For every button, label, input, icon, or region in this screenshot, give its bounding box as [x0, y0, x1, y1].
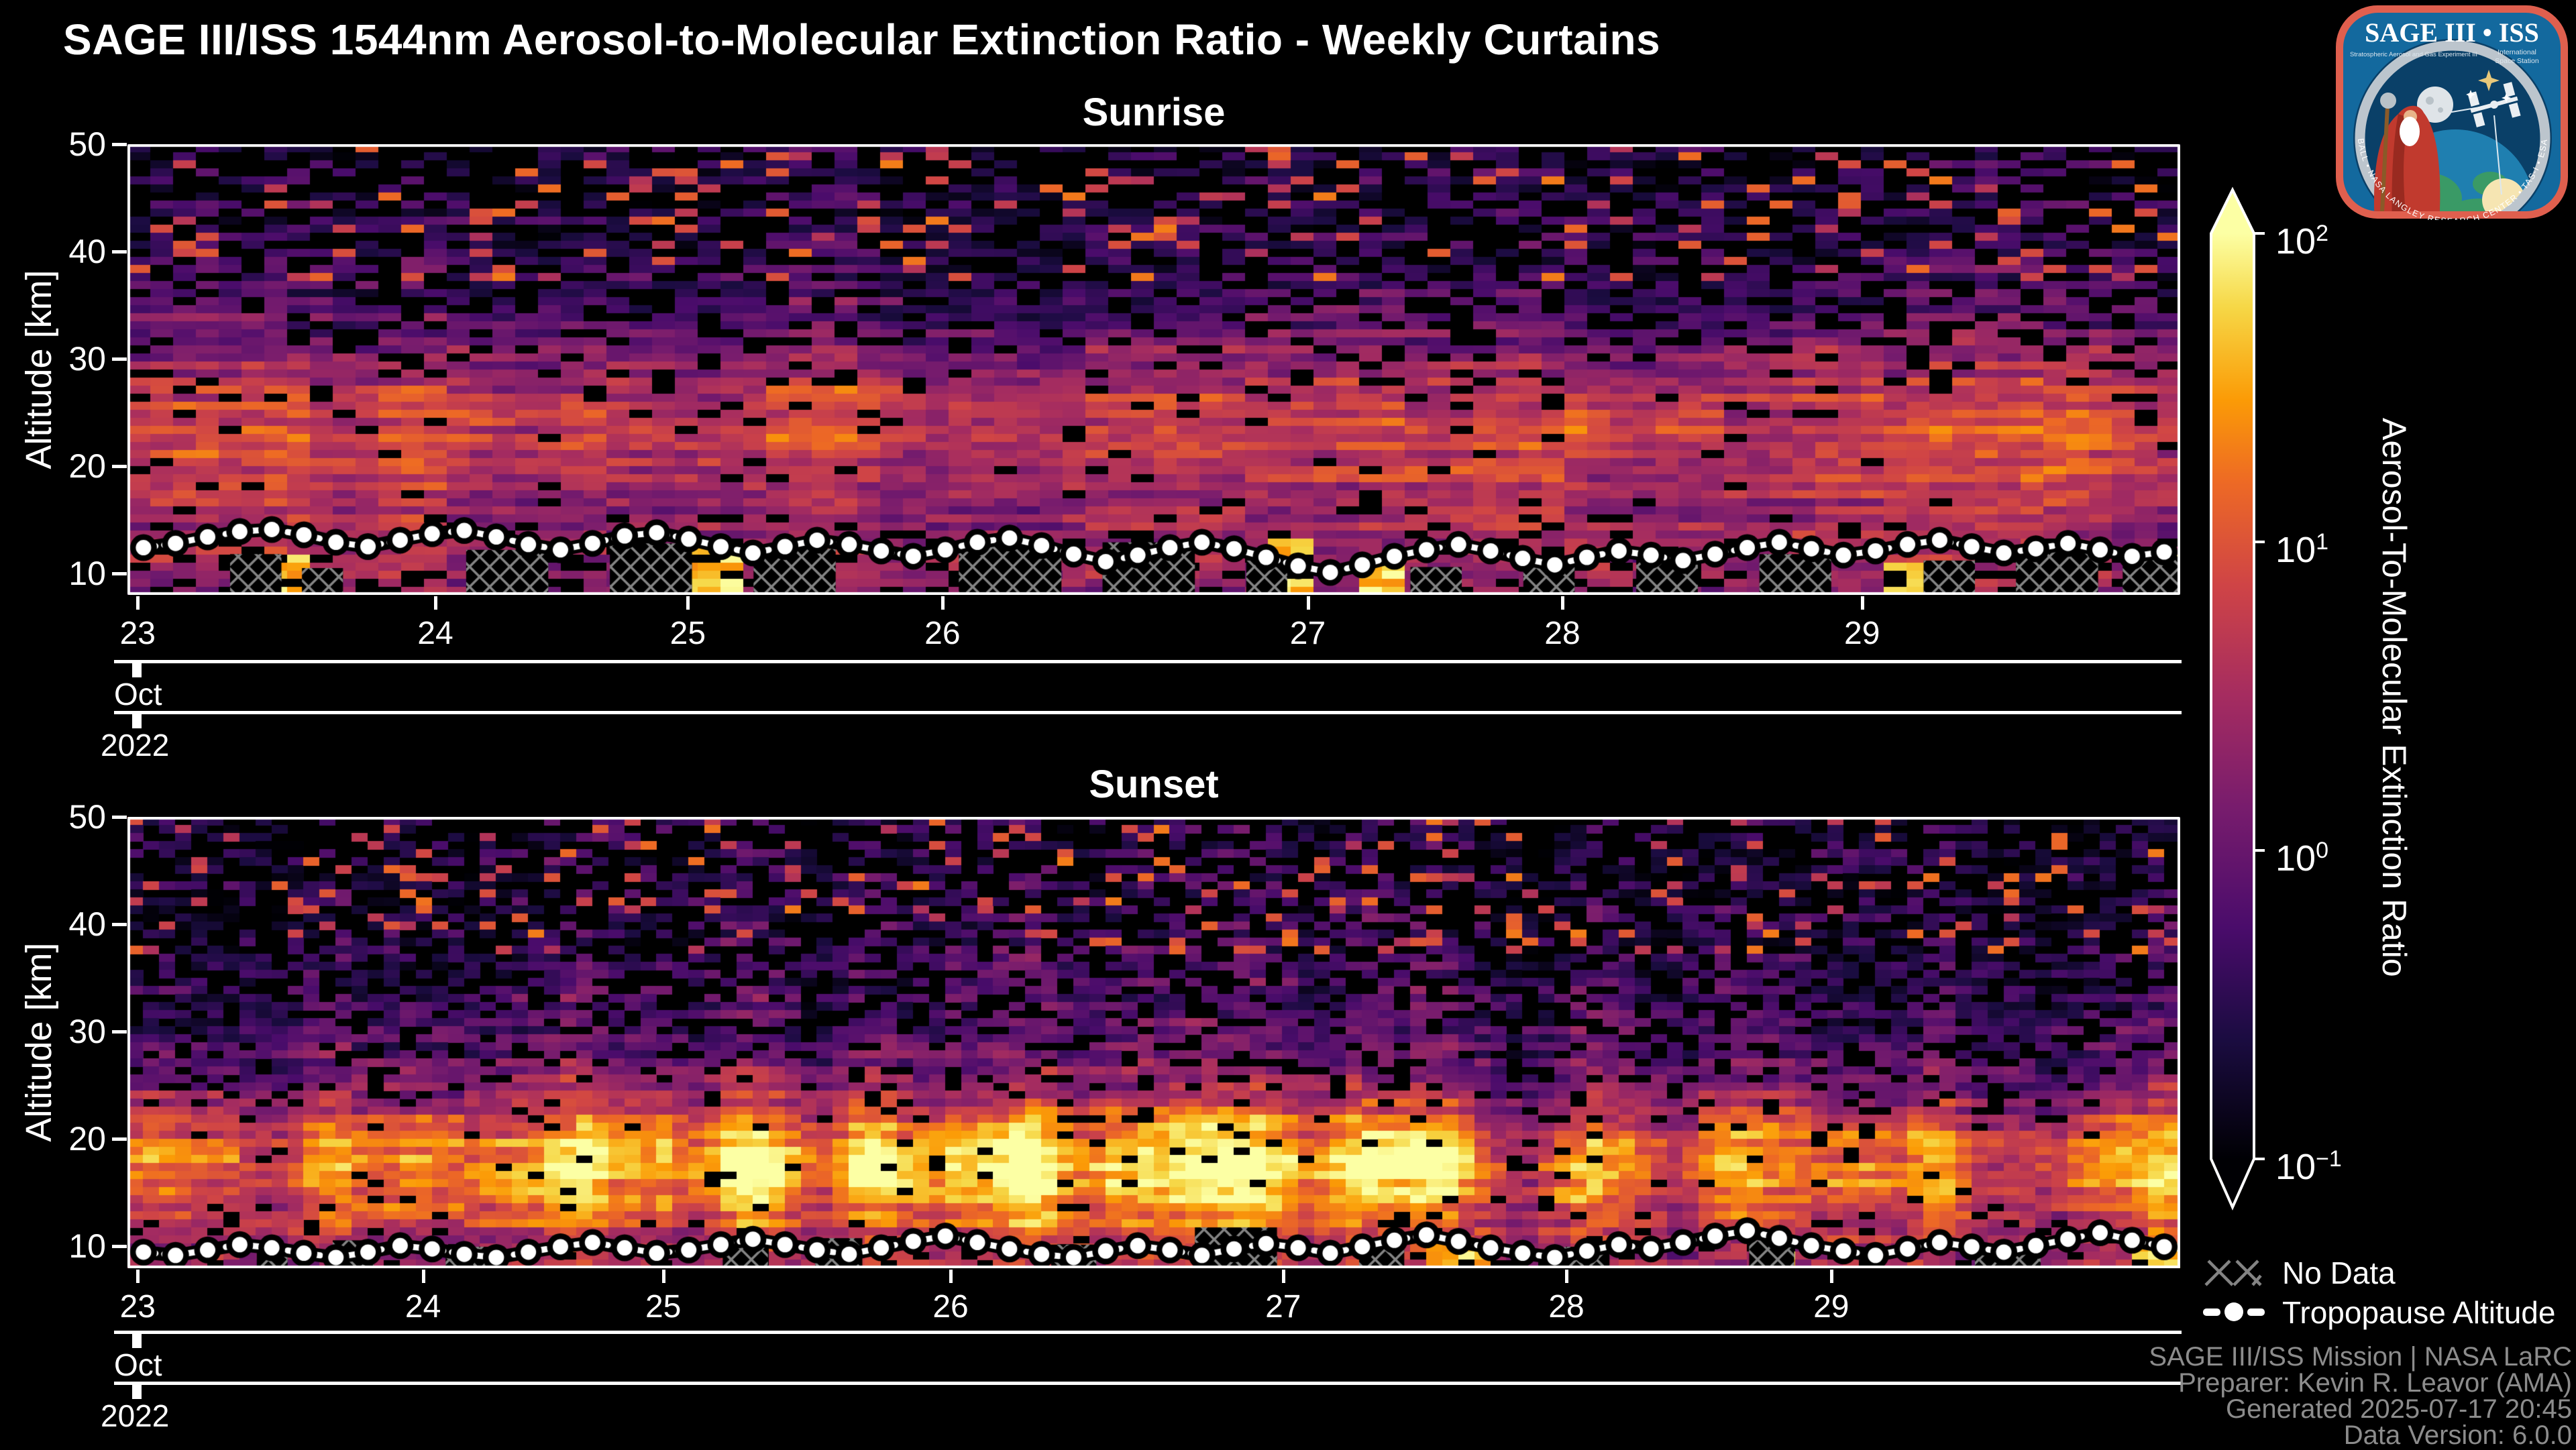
patch-subtitle-right-1: International	[2498, 48, 2536, 56]
patch-ring	[2355, 40, 2551, 211]
sage-iii-iss-mission-patch: SAGE III • ISS Stratospheric Aerosol and…	[2336, 5, 2568, 220]
x-tick-label-27: 27	[1265, 1289, 1301, 1325]
x-tick-mark-25	[661, 1270, 665, 1283]
y-tick-mark-20	[112, 465, 127, 468]
year-label-sunset: 2022	[101, 1398, 170, 1433]
no-data-hatch-icon	[2204, 1260, 2262, 1286]
x-tick-mark-23	[136, 1270, 140, 1283]
figure-title: SAGE III/ISS 1544nm Aerosol-to-Molecular…	[63, 15, 1661, 64]
x-tick-label-23: 23	[119, 616, 156, 651]
panel-title-sunset: Sunset	[1089, 763, 1219, 806]
patch-star	[2478, 70, 2500, 91]
credits-block: SAGE III/ISS Mission | NASA LaRC Prepare…	[1851, 1342, 2572, 1450]
patch-beam	[2493, 115, 2502, 195]
y-tick-label-10: 10	[68, 1227, 106, 1265]
x-tick-label-24: 24	[417, 616, 453, 651]
year-axis-tick-sunset	[132, 1382, 142, 1399]
month-axis-line-sunset	[114, 1331, 2182, 1334]
colorbar-upper-arrow	[2211, 190, 2254, 233]
x-tick-label-25: 25	[645, 1289, 682, 1325]
month-axis-line-sunrise	[114, 660, 2182, 663]
x-tick-mark-28	[1560, 596, 1564, 610]
y-tick-label-40: 40	[68, 233, 106, 270]
year-axis-line-sunrise	[114, 711, 2182, 714]
x-tick-label-26: 26	[932, 1289, 969, 1325]
patch-sage-figure	[2373, 93, 2440, 211]
x-tick-mark-25	[686, 596, 690, 610]
colorbar-axis-label: Aerosol-To-Molecular Extinction Ratio	[2375, 418, 2413, 977]
month-label-sunrise: Oct	[114, 677, 162, 712]
x-tick-mark-27	[1306, 596, 1310, 610]
colorbar-tick-label-100: 102	[2275, 221, 2328, 262]
y-tick-mark-30	[112, 1030, 127, 1034]
y-tick-mark-50	[112, 143, 127, 146]
tropopause-marker-icon	[2203, 1302, 2265, 1321]
x-tick-label-29: 29	[1843, 616, 1880, 651]
y-tick-mark-20	[112, 1137, 127, 1141]
x-tick-mark-29	[1829, 1270, 1833, 1283]
colorbar	[2210, 186, 2265, 1211]
y-tick-mark-40	[112, 250, 127, 254]
credit-preparer: Preparer: Kevin R. Leavor (AMA)	[2178, 1368, 2572, 1398]
no-data-legend-label: No Data	[2282, 1256, 2396, 1290]
patch-subtitle-right-2: Space Station	[2495, 57, 2539, 65]
month-axis-tick-sunrise	[132, 660, 142, 677]
month-label-sunset: Oct	[114, 1347, 162, 1382]
colorbar-tick-label-0.1: 10−1	[2275, 1146, 2342, 1187]
patch-title: SAGE III • ISS	[2365, 17, 2539, 48]
colorbar-gradient	[2211, 233, 2254, 1159]
y-tick-label-10: 10	[68, 555, 106, 592]
x-tick-label-28: 28	[1548, 1289, 1585, 1325]
patch-subtitle-left: Stratospheric Aerosol and Gas Experiment…	[2350, 51, 2477, 58]
y-tick-label-20: 20	[68, 1120, 106, 1158]
year-label-sunrise: 2022	[101, 728, 170, 763]
x-tick-label-29: 29	[1813, 1289, 1849, 1325]
colorbar-tick-label-10: 101	[2275, 529, 2328, 570]
y-tick-label-20: 20	[68, 447, 106, 485]
x-tick-mark-28	[1565, 1270, 1569, 1283]
sunrise-heatmap-canvas	[127, 144, 2180, 595]
year-axis-line-sunset	[114, 1382, 2182, 1385]
y-tick-label-50: 50	[68, 798, 106, 836]
y-tick-mark-10	[112, 1245, 127, 1248]
colorbar-lower-arrow	[2211, 1159, 2254, 1207]
patch-moon	[2417, 87, 2453, 123]
y-tick-mark-50	[112, 816, 127, 819]
y-tick-label-30: 30	[68, 1013, 106, 1050]
x-tick-mark-29	[1860, 596, 1864, 610]
month-axis-tick-sunset	[132, 1331, 142, 1348]
x-tick-label-28: 28	[1544, 616, 1580, 651]
x-tick-mark-24	[434, 596, 437, 610]
y-tick-mark-30	[112, 357, 127, 361]
y-tick-label-50: 50	[68, 125, 106, 163]
x-tick-label-26: 26	[924, 616, 961, 651]
year-axis-tick-sunrise	[132, 711, 142, 728]
y-tick-mark-10	[112, 572, 127, 575]
y-tick-label-40: 40	[68, 905, 106, 943]
credit-data-version: Data Version: 6.0.0	[2343, 1420, 2572, 1450]
patch-star	[2466, 90, 2475, 99]
x-tick-label-27: 27	[1289, 616, 1326, 651]
sunset-heatmap-canvas	[127, 817, 2180, 1268]
patch-moon-crater	[2426, 97, 2434, 105]
panel-title-sunrise: Sunrise	[1082, 91, 1226, 134]
patch-moon-crater	[2438, 107, 2443, 113]
colorbar-tick-label-1: 100	[2275, 838, 2328, 879]
x-tick-mark-24	[421, 1270, 425, 1283]
x-tick-mark-26	[941, 596, 945, 610]
patch-star	[2502, 93, 2511, 103]
y-tick-mark-40	[112, 923, 127, 926]
credit-generated: Generated 2025-07-17 20:45	[2226, 1394, 2572, 1424]
x-tick-mark-23	[136, 596, 140, 610]
x-tick-label-25: 25	[669, 616, 706, 651]
credit-mission: SAGE III/ISS Mission | NASA LaRC	[2149, 1342, 2572, 1372]
x-tick-mark-26	[949, 1270, 953, 1283]
x-tick-label-24: 24	[405, 1289, 441, 1325]
x-tick-mark-27	[1281, 1270, 1285, 1283]
tropopause-legend-label: Tropopause Altitude	[2282, 1295, 2556, 1330]
x-tick-label-23: 23	[119, 1289, 156, 1325]
colorbar-tickmarks	[2254, 232, 2265, 1160]
y-tick-label-30: 30	[68, 340, 106, 378]
